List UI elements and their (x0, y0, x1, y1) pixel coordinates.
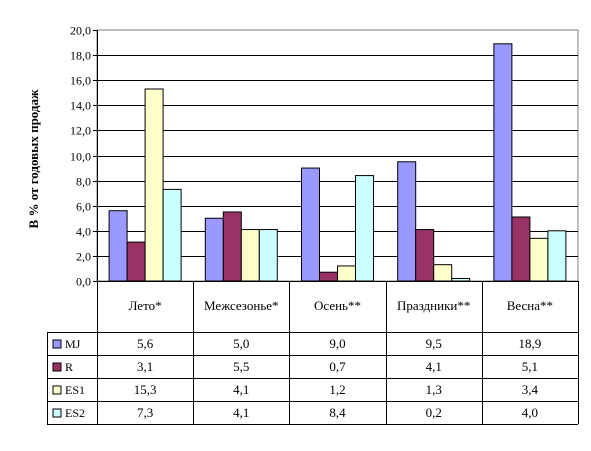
data-label-r-3: 4,1 (426, 359, 442, 374)
y-tick-label: 0,0 (76, 275, 91, 289)
data-label-r-1: 5,5 (233, 359, 249, 374)
y-tick-label: 6,0 (76, 200, 91, 214)
legend-label-es2: ES2 (65, 406, 85, 420)
bar-r-4 (511, 216, 531, 282)
y-tick-label: 20,0 (70, 24, 91, 38)
data-label-mj-0: 5,6 (137, 336, 154, 351)
bar-mj-0 (108, 210, 128, 282)
bar-mj-4 (493, 43, 513, 282)
data-label-es1-2: 1,2 (329, 382, 345, 397)
bar-es2-3 (451, 277, 471, 282)
bar-es1-1 (240, 229, 260, 282)
bar-es1-3 (433, 264, 453, 282)
data-label-es2-4: 4,0 (522, 405, 538, 420)
bar-es2-0 (162, 188, 182, 282)
y-tick-label: 2,0 (76, 250, 91, 264)
legend-label-es1: ES1 (65, 383, 85, 397)
data-label-mj-4: 18,9 (519, 336, 542, 351)
category-label-4: Весна** (507, 298, 553, 313)
data-label-r-2: 0,7 (329, 359, 346, 374)
data-label-es1-3: 1,3 (426, 382, 442, 397)
y-tick-label: 12,0 (70, 124, 91, 138)
bar-es2-2 (355, 175, 374, 282)
y-tick-label: 18,0 (70, 49, 91, 63)
axes: 0,0 2,0 4,0 6,0 8,0 10,0 12,0 14,0 16,0 18,0 20,0 (70, 24, 578, 289)
bar-r-1 (222, 211, 242, 282)
data-label-es2-0: 7,3 (137, 405, 153, 420)
bar-r-3 (415, 229, 435, 282)
bar-es1-2 (337, 265, 356, 282)
bar-mj-2 (301, 167, 320, 282)
bar-mj-1 (204, 217, 224, 282)
category-label-1: Межсезонье* (204, 298, 278, 313)
bar-es1-4 (529, 237, 549, 282)
data-label-r-4: 5,1 (522, 359, 538, 374)
bar-mj-3 (397, 161, 417, 282)
legend-key-mj (52, 339, 62, 349)
data-label-es2-3: 0,2 (426, 405, 442, 420)
legend-key-r (52, 362, 62, 372)
bar-es1-0 (144, 88, 164, 282)
bar-r-0 (126, 241, 146, 282)
legend-label-r: R (65, 360, 73, 374)
bars (108, 43, 567, 282)
legend-key-es1 (52, 385, 62, 395)
data-label-es2-2: 8,4 (329, 405, 346, 420)
y-tick-label: 14,0 (70, 99, 91, 113)
category-label-3: Праздники** (397, 298, 470, 313)
bar-r-2 (319, 271, 338, 282)
bar-es2-4 (547, 230, 567, 282)
y-tick-label: 10,0 (70, 150, 91, 164)
legend-key-es2 (52, 408, 62, 418)
y-tick-label: 16,0 (70, 74, 91, 88)
data-label-es1-4: 3,4 (522, 382, 539, 397)
data-label-mj-3: 9,5 (426, 336, 442, 351)
category-label-0: Лето* (129, 298, 162, 313)
data-label-r-0: 3,1 (137, 359, 153, 374)
legend-label-mj: MJ (65, 337, 81, 351)
data-label-es2-1: 4,1 (233, 405, 249, 420)
bar-es2-1 (258, 229, 278, 282)
category-label-2: Осень** (314, 298, 361, 313)
data-table: Лето* Межсезонье* Осень** Праздники** Весна*… (47, 281, 579, 425)
y-axis-label: В % от годовых продаж (26, 89, 41, 228)
data-label-mj-2: 9,0 (329, 336, 345, 351)
data-label-es1-1: 4,1 (233, 382, 249, 397)
y-tick-label: 8,0 (76, 175, 91, 189)
y-tick-label: 4,0 (76, 225, 91, 239)
data-label-mj-1: 5,0 (233, 336, 249, 351)
data-label-es1-0: 15,3 (134, 382, 157, 397)
